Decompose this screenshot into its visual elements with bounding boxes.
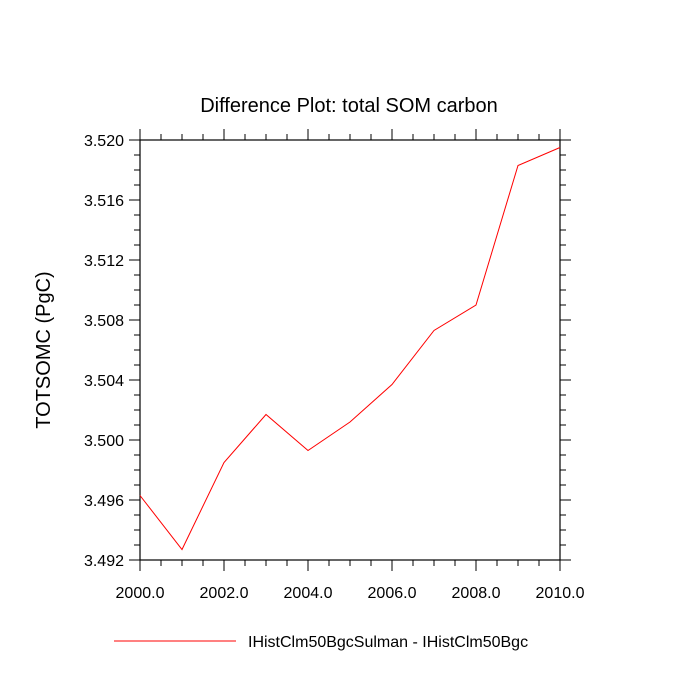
x-tick-label: 2006.0 <box>368 585 417 602</box>
legend: IHistClm50BgcSulman - IHistClm50Bgc <box>114 634 528 651</box>
y-tick-label: 3.520 <box>84 133 124 150</box>
x-tick-label: 2004.0 <box>284 585 333 602</box>
x-tick-label: 2000.0 <box>116 585 165 602</box>
y-tick-label: 3.500 <box>84 433 124 450</box>
y-tick-label: 3.508 <box>84 313 124 330</box>
series-line <box>139 147 561 551</box>
y-tick-label: 3.504 <box>84 373 124 390</box>
x-axis-tick-labels: 2000.0 2002.0 2004.0 2006.0 2008.0 2010.0 <box>116 585 585 602</box>
y-tick-label: 3.492 <box>84 553 124 570</box>
axis-ticks <box>129 129 571 571</box>
y-tick-label: 3.496 <box>84 493 124 510</box>
y-tick-label: 3.516 <box>84 193 124 210</box>
x-tick-label: 2008.0 <box>452 585 501 602</box>
x-tick-label: 2002.0 <box>200 585 249 602</box>
chart-title: Difference Plot: total SOM carbon <box>200 95 498 117</box>
y-axis-label: TOTSOMC (PgC) <box>33 271 55 428</box>
y-axis-tick-labels: 3.492 3.496 3.500 3.504 3.508 3.512 3.516 3.520 <box>84 133 124 570</box>
legend-label: IHistClm50BgcSulman - IHistClm50Bgc <box>248 634 528 651</box>
plot-frame <box>139 139 561 561</box>
series-layer <box>139 147 561 551</box>
y-tick-label: 3.512 <box>84 253 124 270</box>
x-tick-label: 2010.0 <box>536 585 585 602</box>
